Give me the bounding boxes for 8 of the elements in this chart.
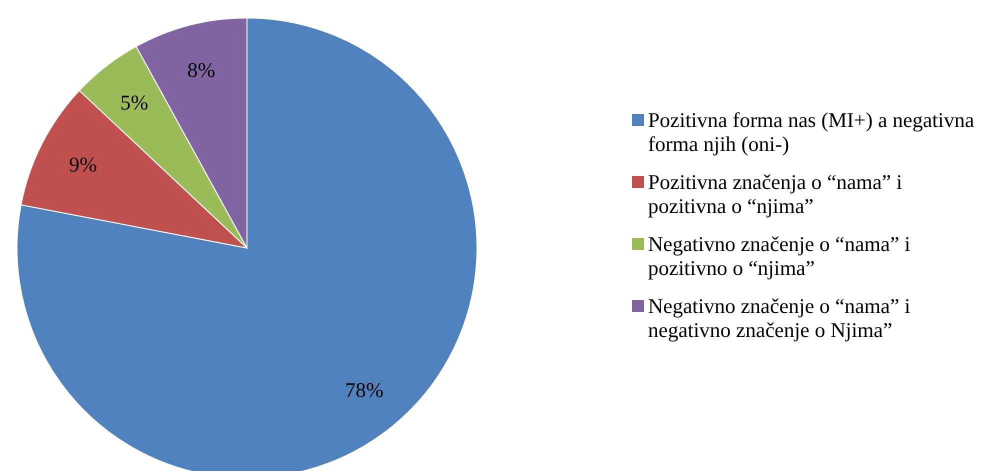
legend-label: Pozitivna forma nas (MI+) a negativna forma njih (oni-) xyxy=(648,108,976,156)
legend-label: Pozitivna značenja o “nama” i pozitivna o “njima” xyxy=(648,170,904,218)
data-label: 78% xyxy=(345,378,384,402)
data-label: 5% xyxy=(120,90,148,115)
data-label: 9% xyxy=(69,152,98,176)
data-label: 8% xyxy=(187,58,216,82)
legend-label: Negativno značenje o “nama” i pozitivno o “njima” xyxy=(648,232,912,280)
legend-label: Negativno značenje o “nama” i negativno značenje o Njima” xyxy=(648,294,912,342)
